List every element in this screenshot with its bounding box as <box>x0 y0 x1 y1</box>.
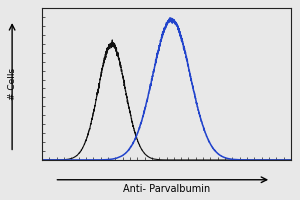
Text: # Cells: # Cells <box>8 68 16 100</box>
Text: Anti- Parvalbumin: Anti- Parvalbumin <box>123 184 210 194</box>
